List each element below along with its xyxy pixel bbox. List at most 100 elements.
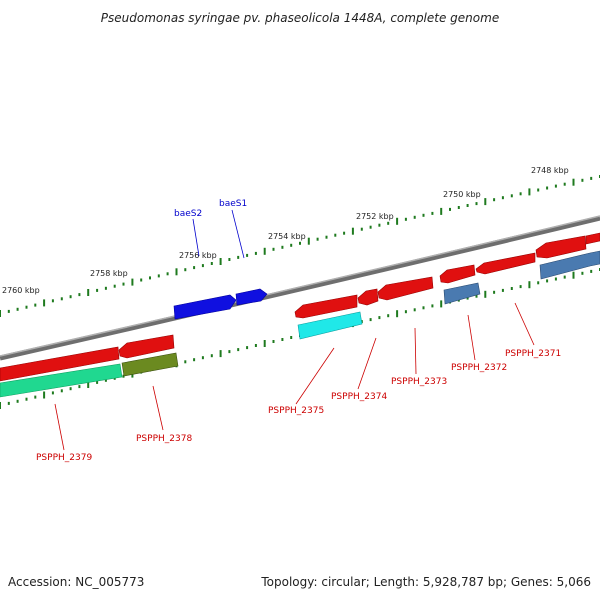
upper-scale-tick xyxy=(546,186,549,190)
lower-scale-tick xyxy=(69,387,72,391)
lower-scale-tick xyxy=(404,310,407,314)
feature-PSPPH_2375[interactable] xyxy=(294,294,358,319)
upper-scale-tick xyxy=(449,207,451,211)
label-PSPPH_2379[interactable]: PSPPH_2379 xyxy=(36,453,92,463)
upper-scale-tick xyxy=(34,303,37,307)
upper-scale-tick xyxy=(572,178,575,186)
lower-scale-tick xyxy=(590,269,593,273)
lower-scale-tick xyxy=(60,389,63,393)
feature-PSPPH_2371b[interactable] xyxy=(535,235,587,259)
upper-scale-tick xyxy=(104,286,107,290)
label-PSPPH_2374[interactable]: PSPPH_2374 xyxy=(331,392,387,402)
label-PSPPH_2371[interactable]: PSPPH_2371 xyxy=(505,349,561,359)
upper-scale-tick xyxy=(493,198,496,202)
upper-scale-tick xyxy=(263,247,266,255)
upper-scale-tick xyxy=(528,188,531,196)
lower-scale-tick xyxy=(122,374,125,378)
upper-scale-tick xyxy=(60,297,63,301)
lower-scale-tick xyxy=(96,380,99,384)
feature-PSPPH_2371[interactable] xyxy=(585,232,600,245)
upper-scale-tick xyxy=(237,255,240,259)
upper-scale-tick xyxy=(166,272,169,276)
feature-PSPPH_2372[interactable] xyxy=(475,252,536,275)
feature-olive-2378[interactable] xyxy=(121,352,179,377)
upper-scale-tick xyxy=(219,258,222,265)
upper-scale-tick xyxy=(440,207,443,215)
lower-scale-tick xyxy=(34,395,37,399)
lower-scale-tick xyxy=(537,281,540,285)
feature-steel-2372[interactable] xyxy=(443,282,481,305)
upper-scale-tick xyxy=(396,217,399,225)
upper-scale-tick xyxy=(193,266,196,270)
lower-scale-tick xyxy=(440,300,443,308)
scale-label-2756: 2756 kbp xyxy=(179,251,217,260)
lower-scale-tick xyxy=(263,340,266,347)
label-PSPPH_2375[interactable]: PSPPH_2375 xyxy=(268,406,324,416)
label-PSPPH_2372[interactable]: PSPPH_2372 xyxy=(451,363,507,373)
lower-scale-tick xyxy=(581,271,584,275)
upper-scale-tick xyxy=(78,293,81,297)
scale-label-2750: 2750 kbp xyxy=(443,190,481,199)
feature-steel-2371[interactable] xyxy=(539,250,600,280)
feature-baeS1[interactable] xyxy=(235,288,268,306)
lower-scale-tick xyxy=(228,350,231,354)
upper-scale-tick xyxy=(519,192,522,196)
upper-scale-tick xyxy=(290,243,293,247)
lower-scale-tick xyxy=(290,336,293,339)
lower-scale-tick xyxy=(272,340,275,343)
lower-scale-tick xyxy=(369,318,372,322)
feature-cyan-2375[interactable] xyxy=(297,311,363,340)
lower-scale-tick xyxy=(413,308,416,312)
upper-scale-tick xyxy=(351,227,354,235)
lower-scale-tick xyxy=(51,391,54,395)
scale-label-2760: 2760 kbp xyxy=(2,286,40,295)
feature-PSPPH_2373[interactable] xyxy=(377,276,434,301)
lower-scale-tick xyxy=(7,401,10,405)
scale-label-2754: 2754 kbp xyxy=(268,232,306,241)
upper-scale-tick xyxy=(149,276,151,280)
lower-scale-tick xyxy=(237,348,240,352)
lower-scale-tick xyxy=(528,281,531,289)
label-PSPPH_2378[interactable]: PSPPH_2378 xyxy=(136,434,192,444)
upper-scale-tick xyxy=(484,198,487,206)
feature-PSPPH_2378[interactable] xyxy=(118,334,175,359)
upper-scale-tick xyxy=(510,194,513,198)
genome-backbone xyxy=(0,215,600,361)
upper-scale-tick xyxy=(210,262,213,265)
scale-label-2752: 2752 kbp xyxy=(356,212,394,221)
upper-scale-tick xyxy=(378,223,381,227)
lower-scale-tick xyxy=(484,290,487,298)
lower-scale-tick xyxy=(210,354,213,358)
upper-scale-tick xyxy=(157,274,160,278)
upper-scale-tick xyxy=(307,237,310,245)
upper-scale-tick xyxy=(43,299,46,307)
lower-scale-tick xyxy=(396,310,399,318)
feature-green-2379[interactable] xyxy=(0,363,123,398)
feature-PSPPH_2372b[interactable] xyxy=(439,264,476,284)
upper-scale-tick xyxy=(590,176,593,180)
lower-scale-tick xyxy=(572,271,575,279)
lower-scale-tick xyxy=(16,399,19,403)
feature-PSPPH_2379[interactable] xyxy=(0,346,120,382)
scale-label-2758: 2758 kbp xyxy=(90,269,128,278)
upper-scale-tick xyxy=(131,278,134,286)
feature-baeS2[interactable] xyxy=(173,294,237,320)
label-baeS2[interactable]: baeS2 xyxy=(174,209,202,219)
upper-scale-tick xyxy=(369,225,372,229)
label-baeS1[interactable]: baeS1 xyxy=(219,199,247,209)
lower-scale-tick xyxy=(281,338,284,341)
upper-scale-tick xyxy=(113,284,116,288)
label-PSPPH_2373[interactable]: PSPPH_2373 xyxy=(391,377,447,387)
upper-scale-tick xyxy=(563,182,566,186)
upper-scale-tick xyxy=(537,188,540,192)
upper-scale-tick xyxy=(422,213,425,217)
lower-scale-tick xyxy=(546,279,549,283)
upper-scale-tick xyxy=(299,241,301,245)
scale-labels: 2748 kbp 2750 kbp 2752 kbp 2754 kbp 2756… xyxy=(2,166,569,295)
lower-scale-tick xyxy=(87,381,90,388)
lower-scale-tick xyxy=(104,378,107,382)
scale-label-2748: 2748 kbp xyxy=(531,166,569,175)
feature-PSPPH_2374[interactable] xyxy=(357,288,379,306)
gene-callouts: baeS2 baeS1 PSPPH_2371 PSPPH_2372 PSPPH_… xyxy=(36,199,561,463)
